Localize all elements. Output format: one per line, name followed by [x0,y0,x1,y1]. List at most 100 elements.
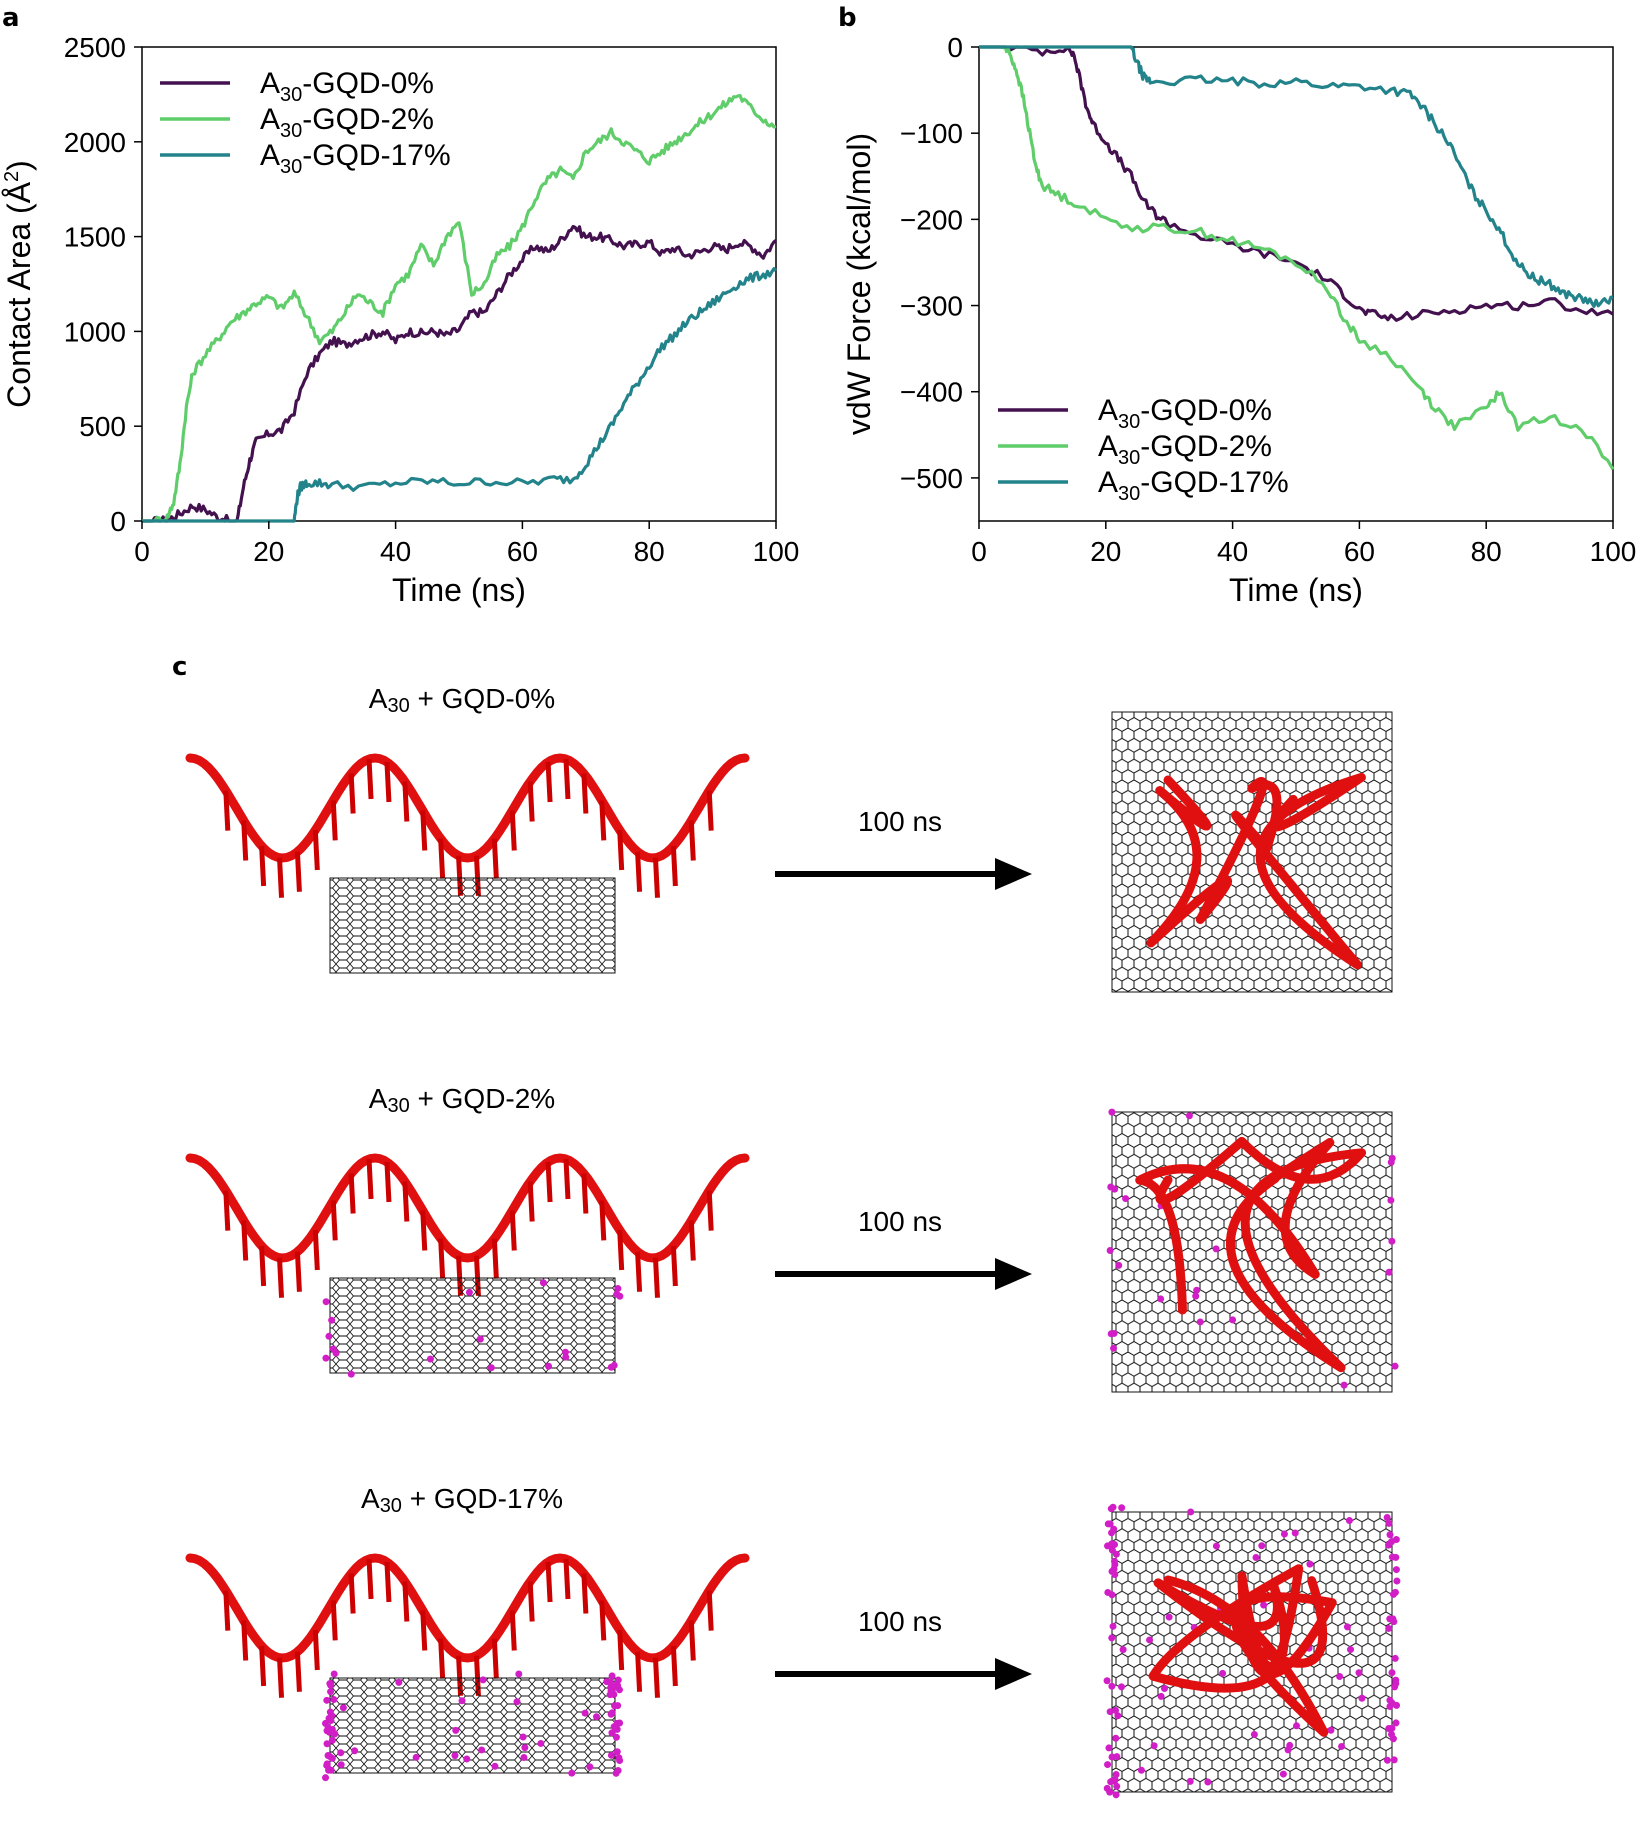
oxygen-atom [478,1746,486,1754]
oxygen-atom [452,1726,460,1734]
oxygen-atom [1103,1677,1111,1685]
oxygen-atom [339,1704,347,1712]
chart-b-legend-label-gqd17: A30-GQD-17% [1098,466,1289,505]
dna-helix-ribbon [185,1553,750,1663]
dna-base [617,829,625,871]
panel-letter-b: b [838,3,857,33]
dna-base [599,800,607,841]
dna-base [223,1590,231,1631]
oxygen-atom [1388,1538,1396,1546]
oxygen-atom [603,1678,611,1686]
arrow-icon [995,858,1032,890]
oxygen-atom [1112,1770,1120,1778]
dna-base [277,1657,285,1698]
dna-base [259,1645,267,1687]
dna-base [312,1229,320,1271]
dna-base [420,1210,428,1251]
oxygen-atom [1391,1362,1399,1370]
oxygen-atom [1212,1245,1220,1253]
oxygen-atom [1390,1756,1398,1764]
oxygen-atom [1106,1708,1114,1716]
oxygen-atom [1393,1577,1401,1585]
dna-base [259,845,267,887]
oxygen-atom [608,1709,616,1717]
chart-b-xtick-label: 60 [1344,536,1375,567]
oxygen-atom [451,1752,459,1760]
dna-base [599,1600,607,1641]
dna-base [688,1620,696,1661]
dna-base [259,1245,267,1287]
adsorbed-dna-strand [1148,1564,1337,1737]
dna-helix-ribbon [185,753,750,863]
oxygen-atom [337,1761,345,1769]
oxygen-atom [1343,1623,1351,1631]
oxygen-atom [616,1292,624,1300]
chart-b-ytick-label: −500 [900,463,963,494]
dna-base [330,1200,338,1241]
oxygen-atom [1387,1196,1395,1204]
oxygen-atom [1338,1742,1346,1750]
oxygen-atom [1187,1508,1195,1516]
chart-a-ytick-label: 0 [110,506,126,537]
oxygen-atom [1157,1692,1165,1700]
dna-base [241,1620,249,1661]
oxygen-atom [1340,1381,1348,1389]
chart-a-xtick-label: 100 [753,536,800,567]
chart-a-ytick-label: 500 [79,411,126,442]
dna-base [670,1645,678,1687]
chart-b-series-gqd2 [979,45,1615,471]
oxygen-atom [465,1288,473,1296]
oxygen-atom [614,1676,622,1684]
chart-a-ytick-label: 1000 [64,316,126,347]
chart-a-series-gqd17 [142,267,778,523]
chart-a-legend-label-gqd17: A30-GQD-17% [260,139,451,178]
oxygen-atom [1392,1566,1400,1574]
chart-a-legend-label-gqd2: A30-GQD-2% [260,103,434,142]
oxygen-atom [328,1736,336,1744]
dna-base [402,781,410,822]
oxygen-atom [1108,1529,1116,1537]
dna-base [277,857,285,898]
oxygen-atom [1106,1246,1114,1254]
oxygen-atom [1385,1519,1393,1527]
oxygen-atom [1204,1778,1212,1786]
dna-base [366,1558,374,1600]
dna-base [438,1638,446,1679]
oxygen-atom [561,1348,569,1356]
oxygen-atom [458,1697,466,1705]
chart-b-legend-label-gqd2: A30-GQD-2% [1098,430,1272,469]
dna-base [527,1581,535,1622]
oxygen-atom [323,1696,331,1704]
chart-a-legend-label-gqd0: A30-GQD-0% [260,67,434,106]
oxygen-atom [1150,1742,1158,1750]
oxygen-atom [1250,1730,1258,1738]
panel-c-row: A30 + GQD-0% 100 ns [185,683,1393,993]
oxygen-atom [613,1725,621,1733]
dna-base [581,1573,589,1614]
oxygen-atom [1385,1724,1393,1732]
dna-base [635,1651,643,1692]
dna-base [635,851,643,892]
chart-a-frame [141,46,777,522]
oxygen-atom [325,1332,333,1340]
chart-b-ytick-label: −200 [900,204,963,235]
oxygen-atom [1108,1567,1116,1575]
dna-base [420,810,428,851]
oxygen-atom [1385,1624,1393,1632]
oxygen-atom [1185,1112,1193,1120]
chart-b-xtick-label: 0 [971,536,987,567]
oxygen-atom [426,1355,434,1363]
oxygen-atom [614,1285,622,1293]
oxygen-atom [322,1298,330,1306]
arrow-label: 100 ns [858,806,942,837]
oxygen-atom [1387,1158,1395,1166]
dna-base [438,1238,446,1279]
dna-base [509,810,517,851]
adsorbed-dna-strand [1135,1136,1367,1373]
oxygen-atom [539,1279,547,1287]
dna-base [706,790,714,831]
chart-b-ytick-label: 0 [947,32,963,63]
oxygen-atom [1186,1777,1194,1785]
oxygen-atom [1383,1513,1391,1521]
